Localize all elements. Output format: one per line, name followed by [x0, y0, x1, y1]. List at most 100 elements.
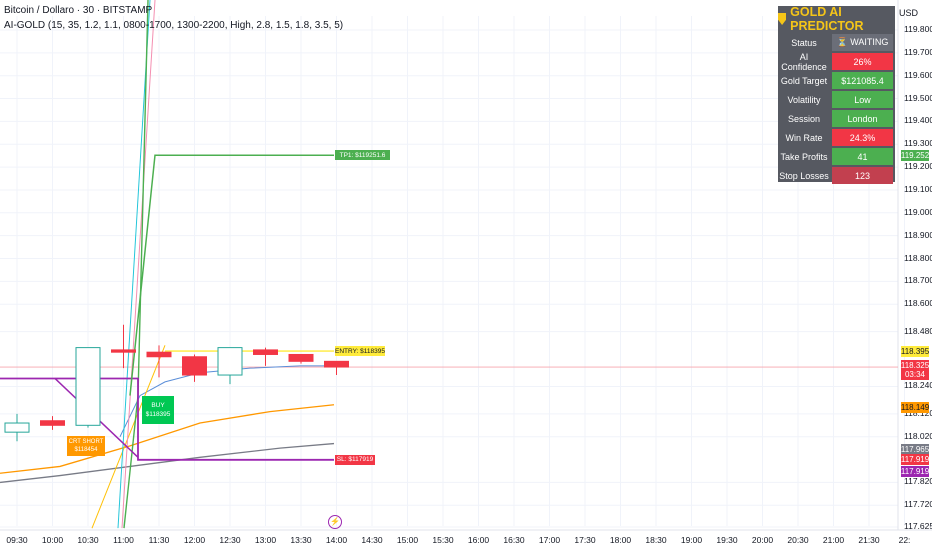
- candle-body: [288, 353, 314, 362]
- panel-label: Gold Target: [780, 75, 828, 86]
- indicator-overlay: [0, 0, 335, 529]
- price-axis-label: 118.149: [900, 401, 930, 413]
- y-tick-label: 118.800: [904, 252, 932, 263]
- x-tick-label: 22:: [898, 535, 911, 545]
- price-axis-label: 119.252: [900, 149, 930, 161]
- panel-value: 41: [832, 148, 893, 165]
- panel-value: 26%: [832, 53, 893, 70]
- y-tick-label: 118.600: [904, 298, 932, 309]
- y-tick-label: 118.700: [904, 275, 932, 286]
- ma-mid-line: [0, 404, 335, 474]
- y-tick-label: 119.600: [904, 69, 932, 80]
- candle-body: [75, 347, 101, 426]
- x-tick-label: 11:30: [148, 535, 170, 545]
- price-axis-label: 03:34: [901, 368, 929, 380]
- x-tick-label: 20:30: [787, 535, 809, 545]
- panel-title: GOLD AI PREDICTOR: [778, 5, 895, 33]
- x-tick-label: 16:00: [467, 535, 490, 545]
- y-tick-label: 119.500: [904, 92, 932, 103]
- candle-body: [182, 356, 207, 376]
- candle-body: [324, 360, 349, 368]
- y-tick-label: 119.300: [904, 138, 932, 149]
- x-tick-label: 10:00: [41, 535, 64, 545]
- price-axis-label: 118.395: [900, 345, 930, 357]
- y-tick-label: 118.120: [904, 407, 932, 418]
- shield-icon: [778, 13, 787, 25]
- x-tick-label: 10:30: [77, 535, 99, 545]
- x-tick-label: 21:00: [822, 535, 845, 545]
- price-axis-label: 117.919: [900, 454, 930, 466]
- x-tick-label: 11:00: [113, 535, 134, 545]
- panel-value: Low: [832, 91, 893, 108]
- y-tick-label: 118.240: [904, 380, 932, 391]
- candle-body: [4, 422, 30, 433]
- x-tick-label: 18:00: [609, 535, 632, 545]
- y-tick-label: 119.100: [904, 183, 932, 194]
- projection-line: [121, 0, 156, 529]
- panel-row-take-profits: Take Profits 41: [778, 147, 895, 166]
- y-tick-label: 119.400: [904, 115, 932, 126]
- panel-row-volatility: Volatility Low: [778, 90, 895, 109]
- candle-body: [40, 420, 65, 426]
- candle-body: [146, 351, 172, 358]
- x-tick-label: 09:30: [6, 535, 28, 545]
- y-tick-label: 119.700: [904, 46, 932, 57]
- x-tick-label: 15:30: [432, 535, 454, 545]
- x-tick-label: 12:30: [219, 535, 241, 545]
- ma-slow-line: [0, 442, 335, 484]
- tp1-label: TP1: $119251.6: [335, 150, 390, 161]
- y-tick-label: 118.020: [904, 430, 932, 441]
- panel-label: Session: [787, 113, 821, 124]
- entry-label: ENTRY: $118395: [335, 346, 385, 357]
- currency-label: USD: [898, 8, 918, 18]
- x-tick-label: 18:30: [645, 535, 667, 545]
- x-tick-label: 19:00: [680, 535, 703, 545]
- panel-label: Status: [791, 37, 817, 48]
- panel-label: Win Rate: [785, 132, 823, 143]
- buy-signal-label: BUY $118395: [142, 396, 174, 424]
- x-tick-label: 14:30: [361, 535, 383, 545]
- panel-value: $121085.4: [832, 72, 893, 89]
- candles[interactable]: [4, 324, 349, 442]
- sl-label: SL: $117919: [335, 454, 375, 465]
- y-tick-label: 117.625: [904, 520, 932, 531]
- panel-row-session: Session London: [778, 109, 895, 128]
- panel-value: ⏳ WAITING: [832, 34, 893, 51]
- indicator-legend[interactable]: AI-GOLD (15, 35, 1.2, 1.1, 0800-1700, 13…: [4, 20, 344, 31]
- panel-label: Volatility: [787, 94, 821, 105]
- lightning-icon[interactable]: ⚡: [328, 515, 342, 529]
- panel-row-target: Gold Target $121085.4: [778, 71, 895, 90]
- y-tick-label: 119.000: [904, 206, 932, 217]
- candle-body: [253, 349, 278, 355]
- price-axis-label: 117.965: [900, 443, 930, 455]
- x-tick-label: 17:00: [538, 535, 561, 545]
- chart-title: Bitcoin / Dollaro · 30 · BITSTAMP: [4, 5, 153, 16]
- crt-box-line: [0, 377, 334, 461]
- y-tick-label: 118.900: [904, 229, 932, 240]
- candle-body: [111, 349, 136, 353]
- x-tick-label: 19:30: [716, 535, 738, 545]
- x-tick-label: 16:30: [503, 535, 525, 545]
- x-tick-label: 13:30: [290, 535, 312, 545]
- panel-value: London: [832, 110, 893, 127]
- x-tick-label: 20:00: [751, 535, 774, 545]
- predictor-panel: GOLD AI PREDICTOR Status ⏳ WAITING AI Co…: [778, 5, 895, 184]
- panel-value: 123: [832, 167, 893, 184]
- projection-line: [91, 345, 166, 529]
- projection-line: [117, 0, 151, 529]
- candle-body: [217, 347, 243, 376]
- panel-title-text: GOLD AI PREDICTOR: [790, 5, 864, 33]
- x-tick-label: 14:00: [325, 535, 348, 545]
- y-tick-label: 117.820: [904, 476, 932, 487]
- short-signal-label: CRT SHORT $118454: [67, 436, 105, 456]
- price-axis-label: 117.919: [900, 466, 930, 478]
- x-tick-label: 13:00: [254, 535, 277, 545]
- tp1-line: [129, 154, 334, 396]
- x-tick-label: 17:30: [574, 535, 596, 545]
- panel-row-status: Status ⏳ WAITING: [778, 33, 895, 52]
- x-tick-label: 15:00: [396, 535, 419, 545]
- y-tick-label: 117.720: [904, 499, 932, 510]
- grid: [0, 0, 932, 531]
